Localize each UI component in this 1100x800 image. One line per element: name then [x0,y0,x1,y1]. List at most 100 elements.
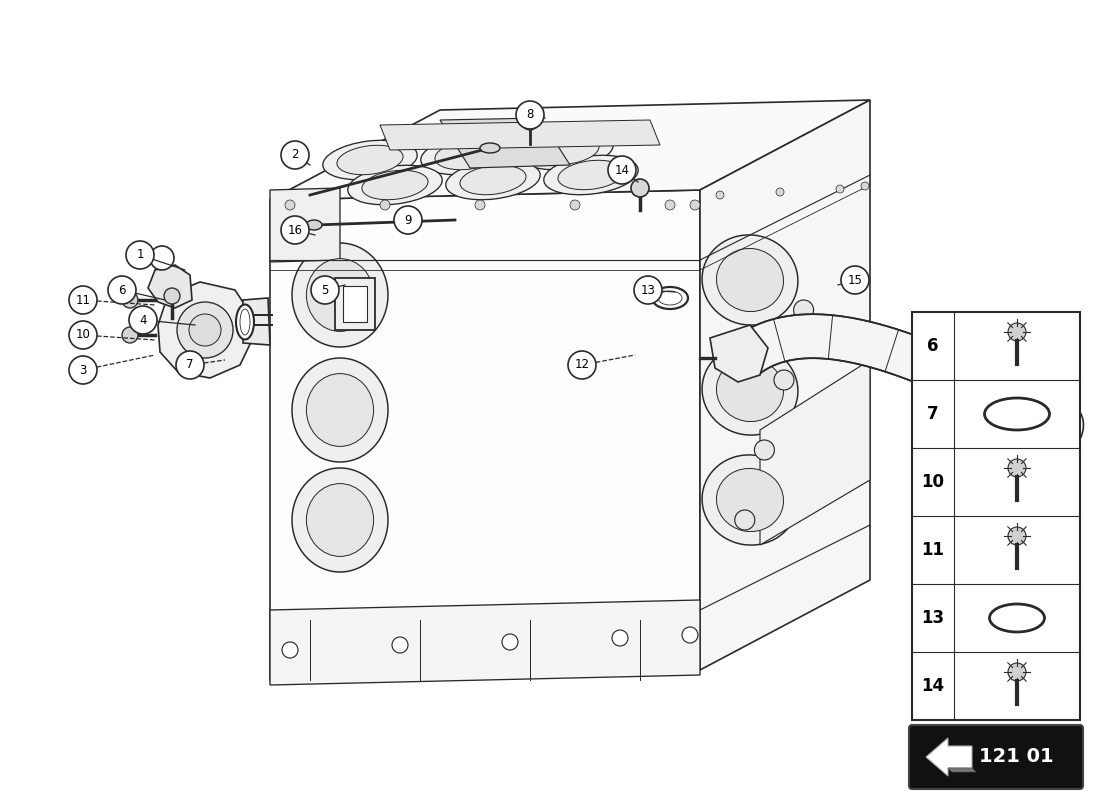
Ellipse shape [292,468,388,572]
Circle shape [176,351,204,379]
Polygon shape [379,120,660,150]
Polygon shape [148,265,192,308]
Circle shape [122,327,138,343]
Ellipse shape [307,483,374,557]
Circle shape [69,286,97,314]
Circle shape [475,200,485,210]
Ellipse shape [702,455,798,545]
Polygon shape [948,768,976,772]
Text: 6: 6 [927,337,938,355]
Circle shape [189,314,221,346]
Circle shape [634,276,662,304]
Circle shape [716,191,724,199]
Polygon shape [926,738,972,776]
Text: 11: 11 [922,541,945,559]
Text: 12: 12 [574,358,590,371]
Text: 10: 10 [76,329,90,342]
Ellipse shape [322,140,417,180]
Polygon shape [270,190,700,680]
Ellipse shape [652,287,688,309]
Text: eurOpes: eurOpes [276,326,684,554]
Ellipse shape [460,166,526,194]
Ellipse shape [292,358,388,462]
Ellipse shape [519,130,613,170]
Ellipse shape [402,220,415,230]
Text: 14: 14 [615,163,629,177]
Circle shape [1008,527,1026,545]
Circle shape [379,200,390,210]
Circle shape [108,276,136,304]
Ellipse shape [236,305,254,339]
Ellipse shape [292,243,388,347]
Text: 2: 2 [292,149,299,162]
Text: 14: 14 [922,677,945,695]
Text: 1: 1 [136,249,144,262]
Circle shape [69,321,97,349]
Circle shape [612,630,628,646]
Circle shape [690,200,700,210]
Ellipse shape [534,135,600,165]
Polygon shape [735,314,1071,449]
Circle shape [570,200,580,210]
Circle shape [177,302,233,358]
Text: 9: 9 [405,214,411,226]
Circle shape [282,642,298,658]
Ellipse shape [337,146,403,174]
Text: 13: 13 [640,283,656,297]
Circle shape [755,440,774,460]
Ellipse shape [362,170,428,200]
Circle shape [793,300,814,320]
Text: 4: 4 [140,314,146,326]
Circle shape [568,351,596,379]
Circle shape [522,114,538,130]
Circle shape [1008,459,1026,477]
Circle shape [631,179,649,197]
Ellipse shape [702,345,798,435]
Ellipse shape [306,220,322,230]
Text: 7: 7 [927,405,938,423]
Circle shape [1008,323,1026,341]
Ellipse shape [984,398,1049,430]
Circle shape [682,627,698,643]
Circle shape [861,182,869,190]
Ellipse shape [702,235,798,325]
Circle shape [311,276,339,304]
Polygon shape [700,100,870,670]
Polygon shape [270,600,700,685]
Text: 11: 11 [76,294,90,306]
Circle shape [776,188,784,196]
Ellipse shape [558,160,624,190]
Circle shape [150,246,174,270]
Ellipse shape [446,160,540,200]
Circle shape [285,200,295,210]
Circle shape [836,185,844,193]
Circle shape [735,510,755,530]
Circle shape [774,370,794,390]
Circle shape [394,206,422,234]
Ellipse shape [658,291,682,305]
Ellipse shape [307,374,374,446]
Polygon shape [710,325,768,382]
Text: 3: 3 [79,363,87,377]
Circle shape [69,356,97,384]
Circle shape [129,306,157,334]
Ellipse shape [421,135,515,174]
Ellipse shape [716,469,783,531]
Text: 121 01: 121 01 [979,747,1054,766]
Text: 6: 6 [119,283,125,297]
Polygon shape [440,118,570,168]
Circle shape [666,200,675,210]
Ellipse shape [240,309,250,335]
Text: 15: 15 [848,274,862,286]
Ellipse shape [543,155,638,194]
Ellipse shape [434,140,500,170]
Circle shape [608,156,636,184]
Circle shape [516,101,544,129]
Text: 8: 8 [526,109,534,122]
Bar [343,286,367,322]
Ellipse shape [716,358,783,422]
Text: 16: 16 [287,223,303,237]
Circle shape [122,292,138,308]
Ellipse shape [716,249,783,311]
Text: 10: 10 [922,473,945,491]
